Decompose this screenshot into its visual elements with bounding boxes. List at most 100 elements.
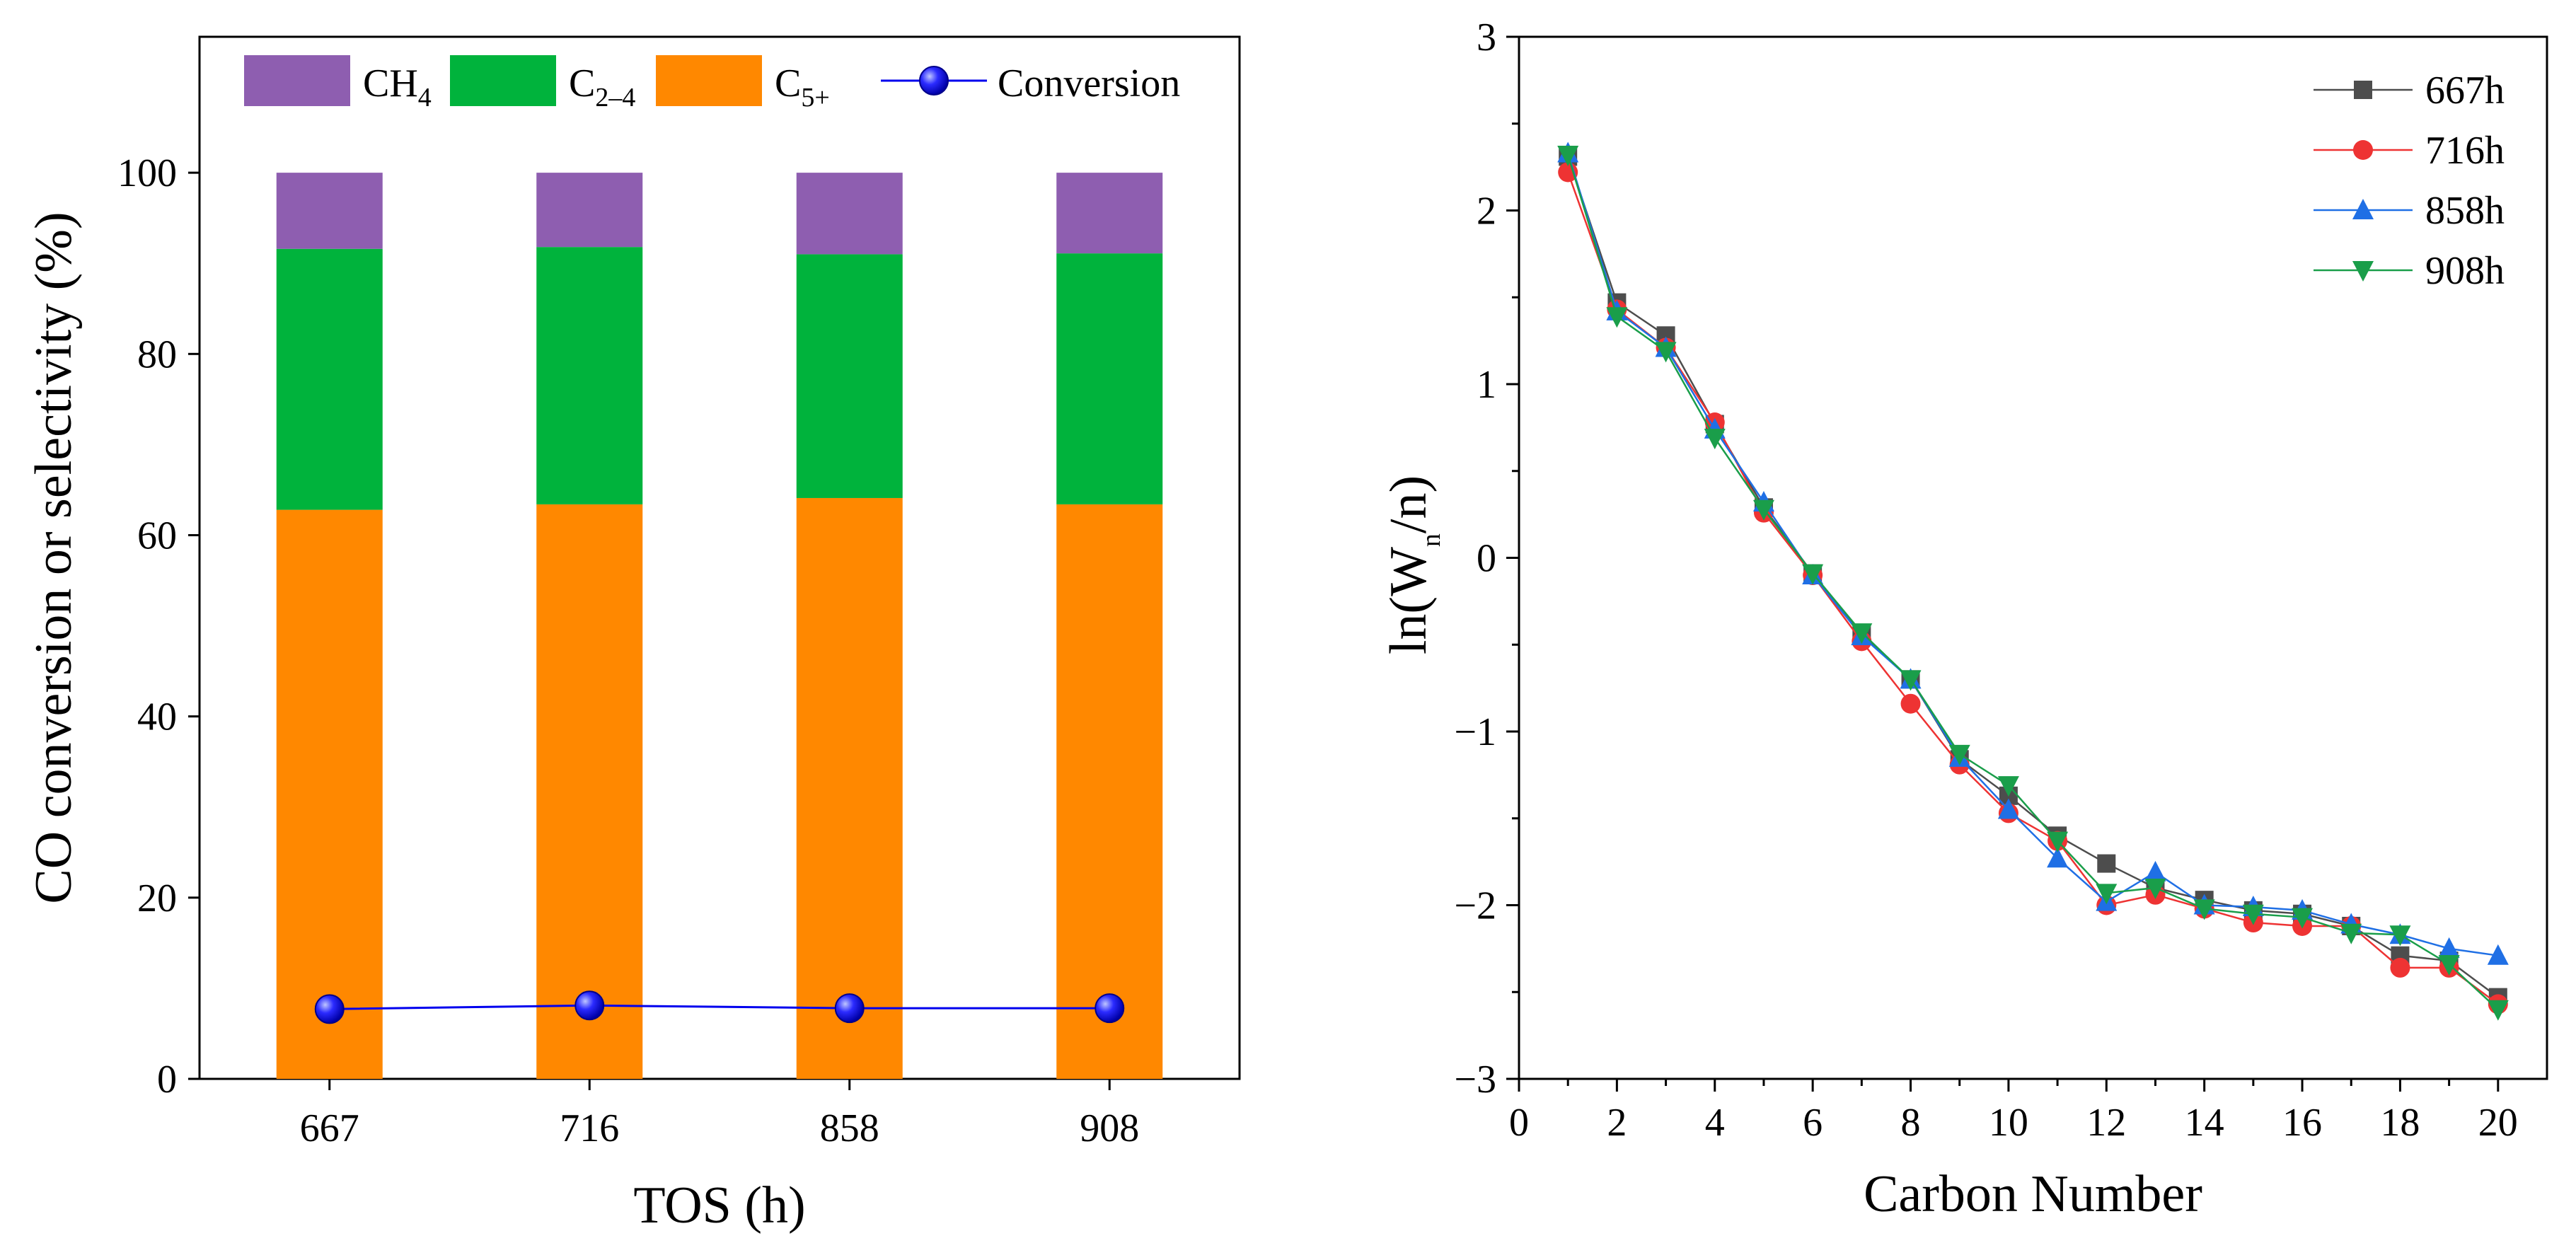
legend-label-C5+: C5+ [775,62,830,112]
point-908h [1851,623,1873,644]
legend-label-908h: 908h [2425,249,2505,293]
point-858h [2047,847,2069,868]
conversion-point [314,994,345,1024]
legend-label-C2–4-main: C [569,62,595,105]
bar-CH4-858 [796,173,903,255]
x-axis-title: Carbon Number [1864,1165,2202,1223]
point-908h [2096,884,2118,905]
y-tick-label: 3 [1477,16,1496,59]
x-tick-label: 16 [2282,1101,2322,1145]
y-axis-title-pre: ln(W [1380,547,1438,654]
y-tick-label: 60 [137,514,177,557]
bar-C5+-716 [536,504,643,1079]
conversion-point [1094,993,1125,1024]
point-858h [2144,860,2166,881]
y-tick-label: 0 [1477,537,1496,581]
legend-label-C2–4: C2–4 [569,62,635,112]
legend-label-CH4-sub: 4 [418,83,432,112]
series-716h [1558,162,2508,1014]
x-tick-label: 12 [2086,1101,2126,1145]
point-908h [2438,954,2460,976]
legend-label-667h: 667h [2425,69,2505,112]
x-tick-label: 858 [820,1106,879,1150]
bar-C5+-908 [1056,504,1163,1079]
legend-marker-858h [2352,199,2374,219]
legend-swatch-CH4 [244,55,350,106]
point-908h [2144,878,2166,899]
bar-C2–4-716 [536,247,643,504]
point-908h [2047,831,2069,852]
y-tick-label: −1 [1454,710,1496,754]
y-axis-title: ln(Wn/n) [1380,475,1446,654]
legend-label-C5+-sub: 5+ [801,83,829,112]
point-908h [1802,564,1824,585]
point-908h [1900,670,1922,691]
series-908h [1557,145,2509,1021]
y-axis-title-sub: n [1416,533,1446,547]
y-tick-label: 20 [137,877,177,920]
x-tick-label: 667 [300,1106,359,1150]
y-tick-label: −2 [1454,884,1496,928]
point-908h [2242,904,2264,925]
point-716h [2390,957,2410,978]
series-line-667h [1567,156,2499,998]
legend-label-C5+-main: C [775,62,801,105]
bar-C2–4-858 [796,254,903,498]
y-tick-label: 100 [117,151,177,195]
point-908h [1606,307,1628,328]
conversion-point [574,990,605,1021]
x-axis-title: TOS (h) [633,1176,805,1235]
point-908h [2487,1000,2509,1021]
bar-CH4-667 [276,173,383,249]
point-908h [1752,499,1774,521]
legend-swatch-C2–4 [450,55,556,106]
legend-label-C2–4-sub: 2–4 [595,83,635,112]
plot-frame [198,35,1241,1080]
series-line-858h [1566,153,2498,956]
legend-marker-conversion [919,66,949,96]
point-908h [2340,923,2362,944]
x-tick-label: 2 [1607,1101,1627,1145]
bar-CH4-908 [1056,173,1163,254]
y-axis-title-post: /n) [1380,475,1438,533]
legend-marker-908h [2352,261,2374,282]
x-tick-label: 8 [1901,1101,1921,1145]
point-908h [2193,899,2215,920]
y-tick-label: 2 [1477,190,1496,233]
series-line-716h [1567,172,2499,1005]
bar-CH4-716 [536,173,643,248]
point-858h [2438,937,2460,958]
conversion-point [834,993,865,1024]
x-tick-label: 6 [1803,1101,1823,1145]
legend-label-858h: 858h [2425,189,2505,233]
legend-label-conversion: Conversion [998,62,1180,105]
point-908h [1655,342,1677,363]
point-908h [2389,925,2411,947]
y-tick-label: 1 [1477,363,1496,407]
legend-label-CH4-main: CH [363,62,418,105]
legend-label-716h: 716h [2425,129,2505,173]
point-908h [1997,776,2019,797]
conversion-line [329,1004,1110,1010]
point-908h [2292,908,2314,929]
left-chart-stacked-bar: 0 20 40 60 80 100 667 716 858 908 TOS (h) CO conver… [25,35,1241,1235]
y-tick-label: 40 [137,695,177,739]
legend-marker-716h [2353,140,2373,160]
bar-C2–4-908 [1056,253,1163,504]
legend-swatch-C5+ [656,55,762,106]
point-858h [2487,944,2509,965]
y-tick-label: −3 [1454,1058,1496,1102]
y-tick-label: 0 [157,1058,177,1102]
x-tick-label: 908 [1080,1106,1139,1150]
point-908h [1557,145,1579,166]
point-908h [1704,429,1726,450]
y-axis-title: CO conversion or selectivity (%) [25,212,83,903]
plot-frame [1518,35,2548,1080]
point-858h [1997,798,2019,819]
bar-C5+-667 [276,509,383,1079]
legend-marker-667h [2354,81,2372,99]
bar-C5+-858 [796,497,903,1079]
point-908h [1948,744,1970,765]
x-tick-label: 716 [560,1106,619,1150]
